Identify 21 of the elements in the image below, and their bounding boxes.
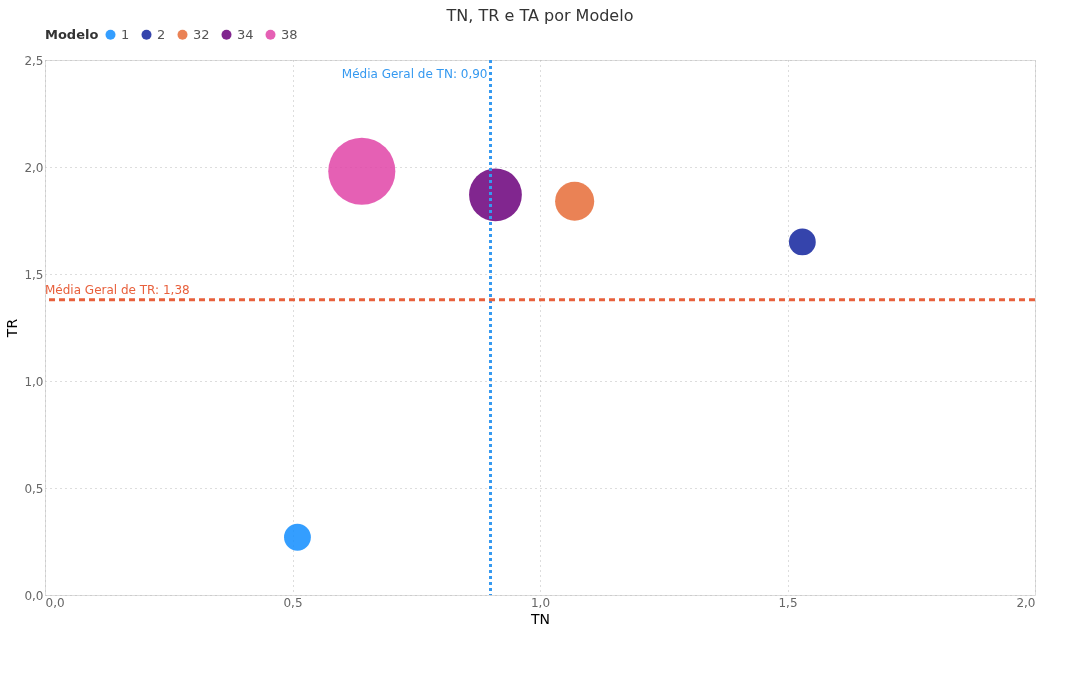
y-tick-label: 2,0 [24, 160, 44, 175]
x-tick-label: 1,5 [778, 595, 798, 610]
y-axis-title: TR [4, 318, 21, 339]
x-tick-label: 1,0 [530, 595, 551, 610]
legend-title: Modelo [45, 27, 99, 42]
y-tick-label: 2,5 [24, 53, 44, 68]
chart-title: TN, TR e TA por Modelo [445, 6, 634, 25]
x-tick-label: 0,5 [283, 595, 303, 610]
x-axis-title: TN [529, 610, 551, 627]
ref-line-label: Média Geral de TN: 0,90 [341, 67, 488, 81]
y-tick-label: 1,5 [24, 267, 44, 282]
y-tick-label: 1,0 [24, 374, 44, 389]
y-tick-label: 0,5 [24, 481, 44, 496]
x-tick-label: 0,0 [45, 595, 65, 610]
legend-label: 2 [157, 26, 166, 42]
ref-line-label: Média Geral de TR: 1,38 [45, 282, 190, 297]
legend-label: 38 [281, 26, 298, 42]
x-tick-label: 2,0 [1016, 595, 1036, 610]
legend-label: 34 [237, 26, 254, 42]
legend-label: 1 [121, 26, 130, 42]
legend-label: 32 [193, 26, 210, 42]
